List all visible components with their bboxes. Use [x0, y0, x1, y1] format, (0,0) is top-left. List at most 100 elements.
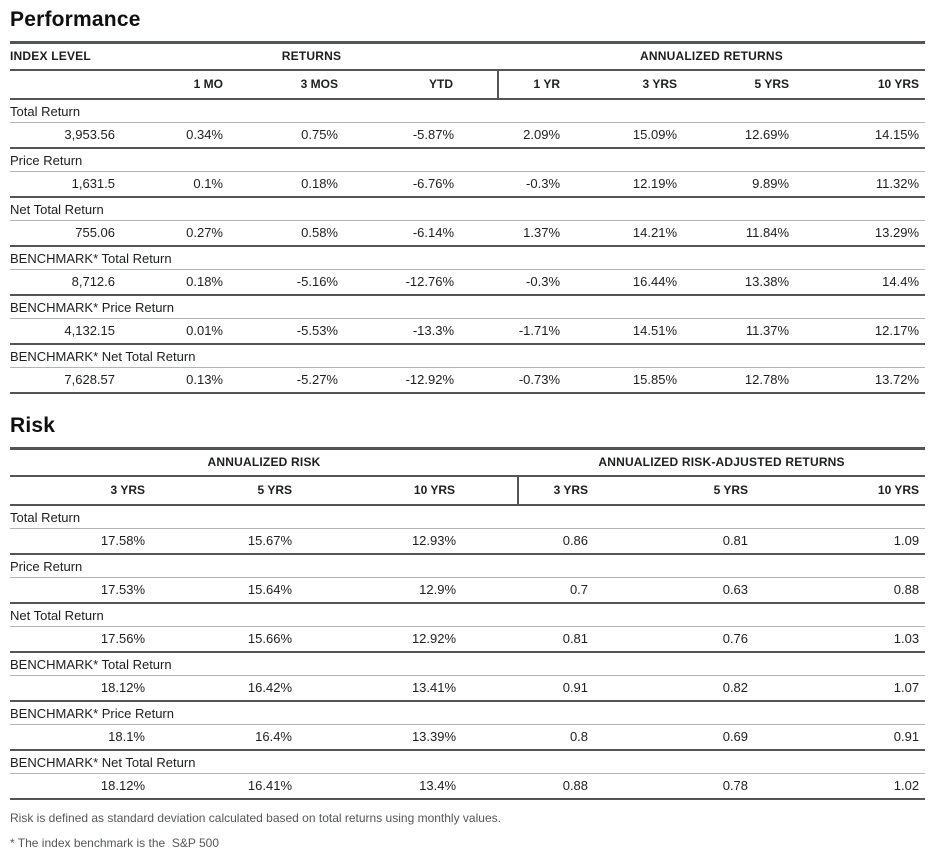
- group-label-row: Total Return: [10, 99, 926, 123]
- value-cell: 17.58%: [10, 528, 155, 555]
- row-label: BENCHMARK* Total Return: [10, 246, 926, 270]
- value-cell: 0.69: [598, 724, 759, 751]
- value-cell: -0.3%: [498, 269, 571, 296]
- value-cell: 15.85%: [570, 367, 688, 394]
- column-header-3mos: 3 MOS: [233, 70, 348, 100]
- value-cell: 0.13%: [125, 367, 233, 394]
- value-cell: -5.53%: [233, 318, 348, 345]
- column-header-5yrs: 5 YRS: [687, 70, 800, 100]
- value-cell: 13.39%: [302, 724, 519, 751]
- value-cell: 0.1%: [125, 171, 233, 198]
- value-cell: 16.4%: [155, 724, 302, 751]
- value-row: 1,631.5 0.1% 0.18% -6.76% -0.3% 12.19% 9.89% 11…: [10, 171, 926, 198]
- column-header-riskadj-5yrs: 5 YRS: [598, 476, 759, 506]
- value-cell: 0.86: [518, 528, 599, 555]
- value-cell: 12.19%: [570, 171, 688, 198]
- value-cell: 0.75%: [233, 122, 348, 149]
- column-header-ytd: YTD: [348, 70, 499, 100]
- value-cell: -0.73%: [498, 367, 571, 394]
- value-cell: 14.4%: [799, 269, 926, 296]
- value-cell: 0.01%: [125, 318, 233, 345]
- group-label-row: Price Return: [10, 148, 926, 172]
- value-cell: 12.78%: [687, 367, 800, 394]
- risk-adjusted-returns-group-header: ANNUALIZED RISK-ADJUSTED RETURNS: [518, 448, 926, 477]
- value-cell: -5.16%: [233, 269, 348, 296]
- value-cell: 12.92%: [302, 626, 519, 653]
- value-cell: -12.76%: [348, 269, 499, 296]
- value-cell: 0.91: [518, 675, 599, 702]
- value-row: 18.12% 16.41% 13.4% 0.88 0.78 1.02: [10, 773, 926, 800]
- group-label-row: Total Return: [10, 505, 926, 529]
- value-cell: 0.8: [518, 724, 599, 751]
- group-label-row: BENCHMARK* Price Return: [10, 701, 926, 725]
- value-row: 17.58% 15.67% 12.93% 0.86 0.81 1.09: [10, 528, 926, 555]
- value-cell: -12.92%: [348, 367, 499, 394]
- value-cell: 0.18%: [125, 269, 233, 296]
- value-cell: 0.7: [518, 577, 599, 604]
- value-cell: 0.18%: [233, 171, 348, 198]
- column-header-1yr: 1 YR: [497, 70, 571, 100]
- value-cell: 18.12%: [10, 675, 155, 702]
- risk-section-title: Risk: [10, 414, 56, 437]
- risk-column-header-row: 3 YRS 5 YRS 10 YRS 3 YRS 5 YRS 10 YRS: [10, 476, 926, 506]
- value-cell: 11.37%: [687, 318, 800, 345]
- group-label-row: Net Total Return: [10, 197, 926, 221]
- column-header-10yrs: 10 YRS: [799, 70, 926, 100]
- value-cell: -6.14%: [348, 220, 499, 247]
- value-cell: 17.56%: [10, 626, 155, 653]
- value-cell: 14.15%: [799, 122, 926, 149]
- footnotes: Risk is defined as standard deviation ca…: [10, 811, 925, 850]
- value-cell: 13.4%: [302, 773, 519, 800]
- performance-section-title: Performance: [10, 8, 141, 31]
- value-cell: 13.38%: [687, 269, 800, 296]
- value-cell: 13.41%: [302, 675, 519, 702]
- value-cell: 9.89%: [687, 171, 800, 198]
- index-level-cell: 4,132.15: [10, 318, 125, 345]
- value-cell: 0.34%: [125, 122, 233, 149]
- value-cell: 18.12%: [10, 773, 155, 800]
- value-cell: 0.58%: [233, 220, 348, 247]
- benchmark-footnote: * The index benchmark is the S&P 500: [10, 836, 220, 850]
- risk-group-header-row: ANNUALIZED RISK ANNUALIZED RISK-ADJUSTED…: [10, 448, 926, 477]
- value-cell: 0.76: [598, 626, 759, 653]
- value-row: 7,628.57 0.13% -5.27% -12.92% -0.73% 15.85% 12…: [10, 367, 926, 394]
- value-cell: 0.91: [758, 724, 926, 751]
- performance-column-header-row: 1 MO 3 MOS YTD 1 YR 3 YRS 5 YRS 10 YRS: [10, 70, 926, 100]
- value-cell: 0.82: [598, 675, 759, 702]
- column-header-1mo: 1 MO: [125, 70, 233, 100]
- value-row: 18.1% 16.4% 13.39% 0.8 0.69 0.91: [10, 724, 926, 751]
- group-label-row: Price Return: [10, 554, 926, 578]
- value-cell: -6.76%: [348, 171, 499, 198]
- value-cell: 0.88: [518, 773, 599, 800]
- index-level-cell: 755.06: [10, 220, 125, 247]
- group-label-row: BENCHMARK* Total Return: [10, 246, 926, 270]
- row-label: Total Return: [10, 99, 926, 123]
- value-cell: -5.27%: [233, 367, 348, 394]
- group-label-row: Net Total Return: [10, 603, 926, 627]
- row-label: Price Return: [10, 148, 926, 172]
- value-cell: -0.3%: [498, 171, 571, 198]
- value-cell: 12.93%: [302, 528, 519, 555]
- value-cell: -5.87%: [348, 122, 499, 149]
- risk-table: ANNUALIZED RISK ANNUALIZED RISK-ADJUSTED…: [10, 447, 926, 800]
- value-row: 3,953.56 0.34% 0.75% -5.87% 2.09% 15.09% 12.69…: [10, 122, 926, 149]
- performance-group-header-row: INDEX LEVEL RETURNS ANNUALIZED RETURNS: [10, 42, 926, 71]
- column-header-riskadj-10yrs: 10 YRS: [758, 476, 926, 506]
- index-level-header: INDEX LEVEL: [10, 42, 125, 71]
- value-cell: 0.88: [758, 577, 926, 604]
- value-cell: 12.17%: [799, 318, 926, 345]
- column-header-3yrs: 3 YRS: [570, 70, 688, 100]
- row-label: BENCHMARK* Net Total Return: [10, 344, 926, 368]
- group-label-row: BENCHMARK* Net Total Return: [10, 344, 926, 368]
- value-cell: 15.66%: [155, 626, 302, 653]
- value-row: 4,132.15 0.01% -5.53% -13.3% -1.71% 14.51% 11.…: [10, 318, 926, 345]
- row-label: BENCHMARK* Net Total Return: [10, 750, 926, 774]
- value-cell: 2.09%: [498, 122, 571, 149]
- value-cell: 0.78: [598, 773, 759, 800]
- value-row: 755.06 0.27% 0.58% -6.14% 1.37% 14.21% 11.84% 1…: [10, 220, 926, 247]
- row-label: Net Total Return: [10, 603, 926, 627]
- value-cell: 1.02: [758, 773, 926, 800]
- column-header-risk-5yrs: 5 YRS: [155, 476, 302, 506]
- value-row: 18.12% 16.42% 13.41% 0.91 0.82 1.07: [10, 675, 926, 702]
- row-label: BENCHMARK* Price Return: [10, 701, 926, 725]
